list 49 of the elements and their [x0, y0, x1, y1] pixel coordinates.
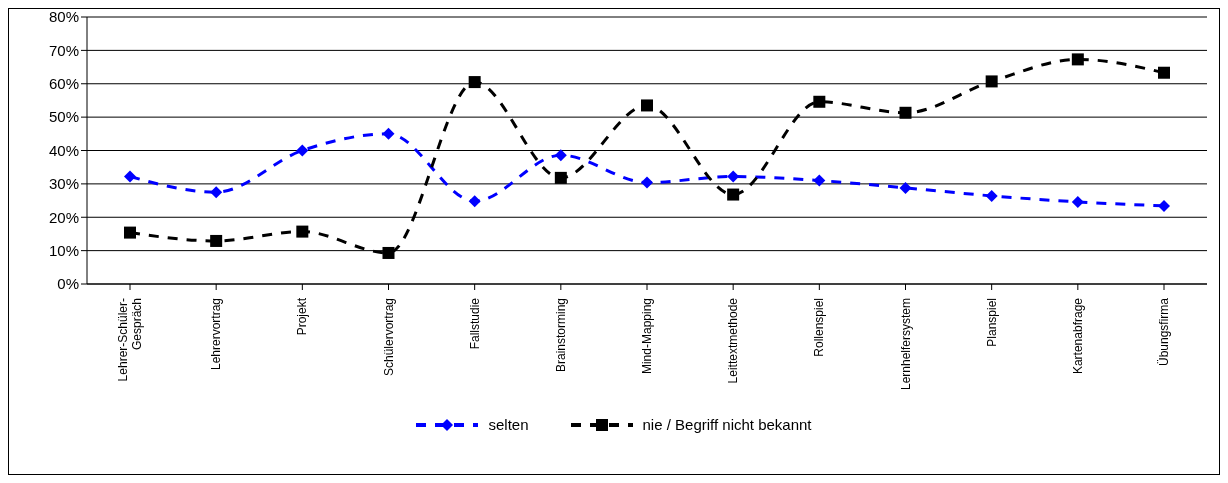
x-tick-label: Fallstudie — [467, 297, 482, 350]
point — [124, 226, 136, 239]
point — [296, 144, 309, 157]
point — [727, 188, 740, 201]
point — [296, 225, 309, 238]
x-tick-label: Lernhelfersystem — [898, 298, 913, 391]
x-tick-label: Rollenspiel — [812, 298, 827, 357]
y-tick-label: 60% — [48, 75, 79, 93]
y-tick-label: 0% — [57, 275, 79, 293]
x-tick-label: Mind-Mapping — [640, 298, 654, 375]
legend-label: nie / Begriff nicht bekannt — [642, 416, 812, 433]
point — [210, 234, 223, 247]
y-tick-label: 40% — [48, 141, 79, 159]
point — [899, 181, 912, 194]
y-tick-label: 30% — [48, 175, 79, 193]
point — [468, 76, 481, 89]
x-tick-label: Übungsfirma — [1157, 297, 1171, 367]
x-tick-label: Lehrer-Schüler-Gespräch — [116, 298, 144, 382]
point — [1158, 199, 1170, 212]
y-tick-label: 50% — [48, 108, 79, 126]
x-tick-label: Schülervortrag — [381, 298, 396, 377]
point — [554, 149, 567, 162]
x-tick-label: Lehrervortrag — [209, 298, 224, 371]
x-tick-label: Brainstorming — [553, 298, 568, 373]
point — [985, 75, 998, 88]
point — [124, 170, 136, 183]
point — [985, 189, 998, 202]
point — [813, 174, 826, 187]
legend-label: selten — [488, 416, 529, 433]
point — [641, 176, 653, 189]
x-tick-label: Leittextmethode — [726, 297, 741, 384]
point — [210, 186, 223, 199]
x-tick-label: Kartenabfrage — [1070, 297, 1085, 375]
y-tick-label: 80% — [48, 8, 79, 26]
point — [382, 127, 395, 140]
point — [554, 171, 567, 184]
point — [1158, 66, 1170, 79]
point — [382, 246, 395, 259]
point — [1071, 53, 1084, 66]
point — [641, 99, 653, 112]
x-tick-label: Projekt — [295, 297, 310, 336]
point — [813, 95, 826, 108]
y-tick-label: 10% — [48, 241, 79, 259]
point — [1071, 195, 1084, 208]
x-tick-label: Planspiel — [984, 298, 999, 347]
point — [899, 106, 912, 119]
y-tick-label: 20% — [48, 208, 79, 226]
y-tick-label: 70% — [48, 41, 79, 59]
point — [468, 195, 481, 208]
